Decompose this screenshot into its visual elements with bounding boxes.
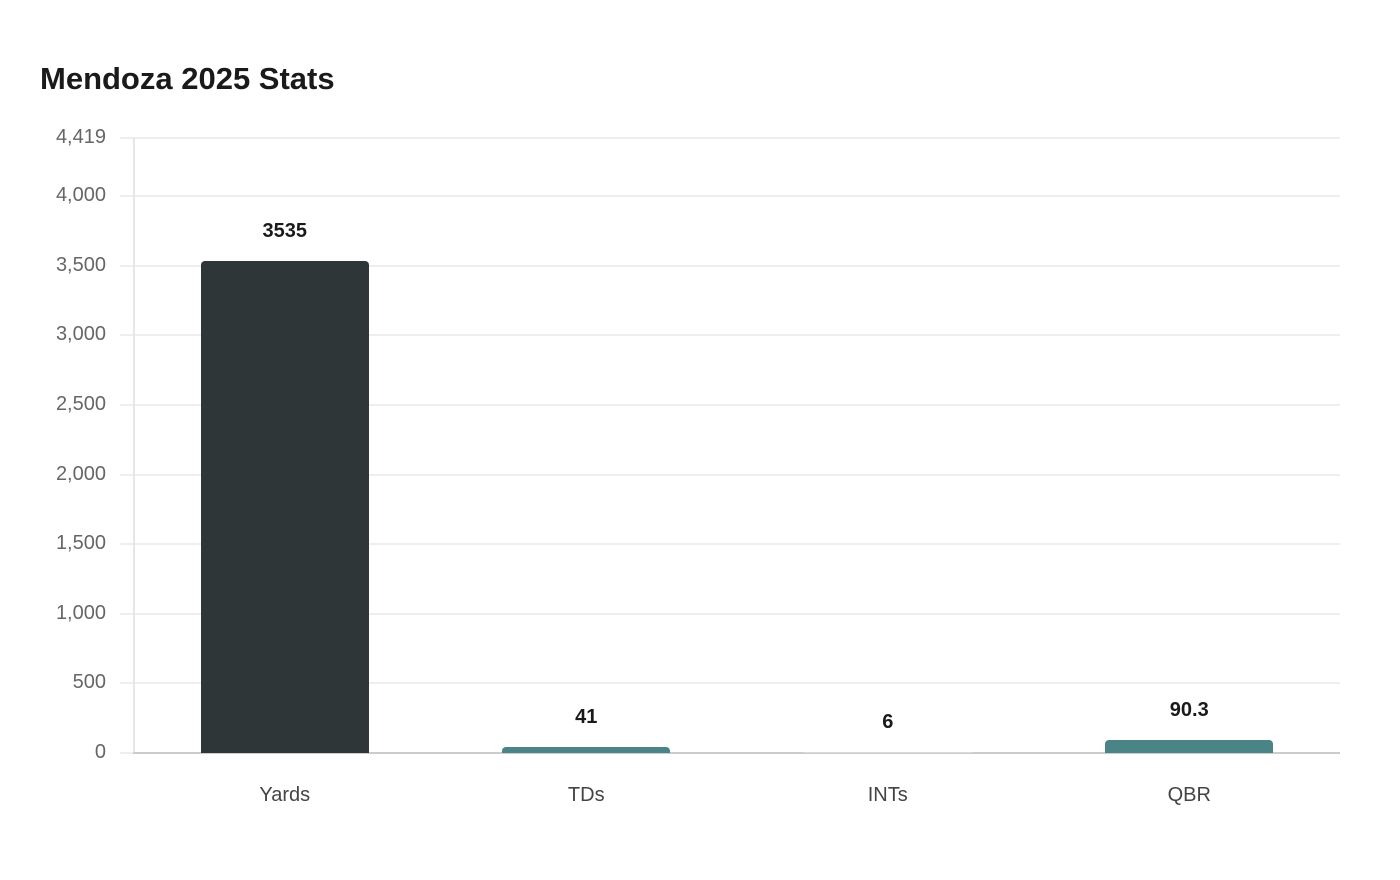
y-tick-label: 1,000: [55, 601, 106, 624]
gridline: [120, 612, 1340, 615]
y-tick-label: 0: [94, 741, 106, 763]
gridline: [120, 682, 1340, 685]
bar-tds[interactable]: [502, 747, 671, 753]
gridline: [120, 264, 1340, 267]
bar-value-label: 41: [575, 706, 598, 729]
y-tick-label: 4,419: [55, 126, 106, 148]
gridline: [120, 404, 1340, 407]
y-tick-label: 1,500: [55, 532, 106, 555]
y-tick-label: 500: [72, 671, 106, 694]
gridline: [120, 543, 1340, 546]
bar-yards[interactable]: [200, 261, 369, 753]
x-tick-label: Yards: [259, 784, 311, 806]
y-tick-label: 2,500: [55, 393, 106, 416]
bar-qbr[interactable]: [1105, 740, 1274, 753]
gridline: [120, 195, 1340, 198]
gridline: [120, 473, 1340, 476]
x-tick-label: TDs: [567, 784, 605, 806]
y-tick-label: 3,000: [55, 323, 106, 346]
x-tick-label: QBR: [1167, 784, 1211, 806]
gridline: [120, 137, 1340, 139]
x-tick-label: INTs: [867, 784, 908, 806]
y-tick-label: 3,500: [55, 253, 106, 276]
x-axis-line: [133, 752, 1340, 754]
y-axis-line: [133, 138, 135, 754]
bar-ints[interactable]: [803, 752, 972, 753]
gridline: [120, 334, 1340, 337]
y-tick-label: 2,000: [55, 462, 106, 485]
bar-value-label: 6: [882, 711, 894, 733]
bar-value-label: 90.3: [1169, 699, 1209, 722]
chart-title: Mendoza 2025 Stats: [40, 61, 335, 96]
y-tick-label: 4,000: [55, 184, 106, 207]
bar-value-label: 3535: [262, 220, 308, 243]
